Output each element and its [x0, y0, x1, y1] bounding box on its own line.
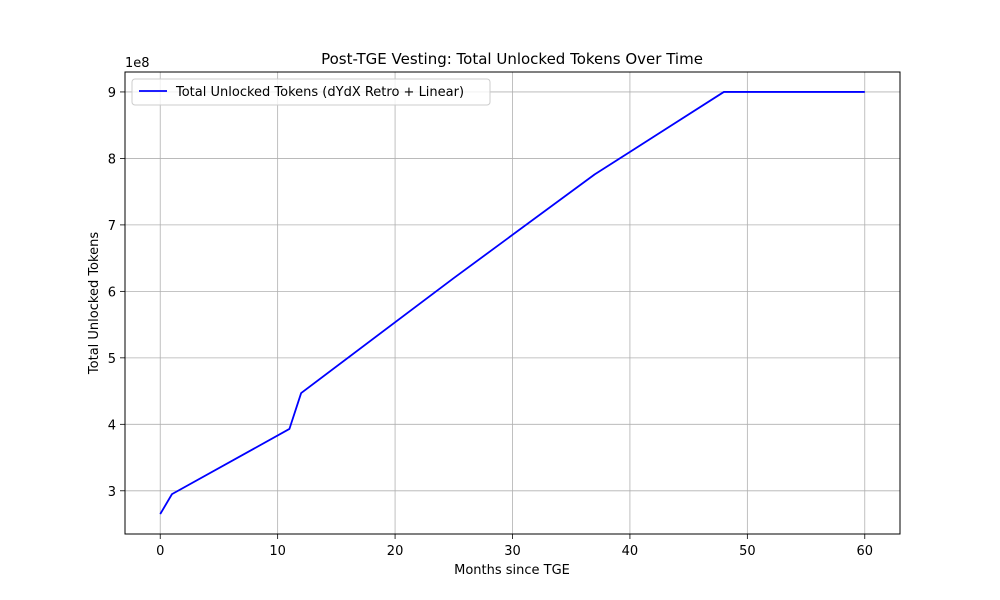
y-tick-label: 7	[108, 219, 116, 234]
x-axis-ticks: 0 10 20 30 40 50 60	[156, 534, 873, 559]
y-axis-label: Total Unlocked Tokens	[87, 232, 102, 375]
chart-title: Post-TGE Vesting: Total Unlocked Tokens …	[321, 50, 703, 68]
y-tick-label: 6	[108, 285, 116, 300]
y-tick-label: 9	[108, 86, 116, 101]
series-line-0	[159, 91, 865, 515]
x-tick-label: 0	[156, 544, 164, 559]
legend-entry-label: Total Unlocked Tokens (dYdX Retro + Line…	[175, 85, 464, 100]
y-tick-label: 3	[108, 485, 116, 500]
x-tick-label: 60	[856, 544, 873, 559]
x-axis-label: Months since TGE	[454, 563, 570, 578]
x-tick-label: 30	[504, 544, 521, 559]
x-tick-label: 40	[622, 544, 639, 559]
legend: Total Unlocked Tokens (dYdX Retro + Line…	[131, 78, 491, 106]
x-tick-label: 50	[739, 544, 756, 559]
y-tick-label: 8	[108, 152, 116, 167]
legend-box	[131, 78, 491, 106]
y-tick-label: 4	[108, 418, 116, 433]
y-axis-offset-label: 1e8	[125, 56, 150, 71]
series-lines	[159, 91, 865, 515]
y-tick-label: 5	[108, 352, 116, 367]
x-tick-label: 20	[387, 544, 404, 559]
grid-lines	[125, 72, 900, 534]
x-tick-label: 10	[269, 544, 286, 559]
y-axis-ticks: 3 4 5 6 7 8 9	[108, 86, 125, 500]
